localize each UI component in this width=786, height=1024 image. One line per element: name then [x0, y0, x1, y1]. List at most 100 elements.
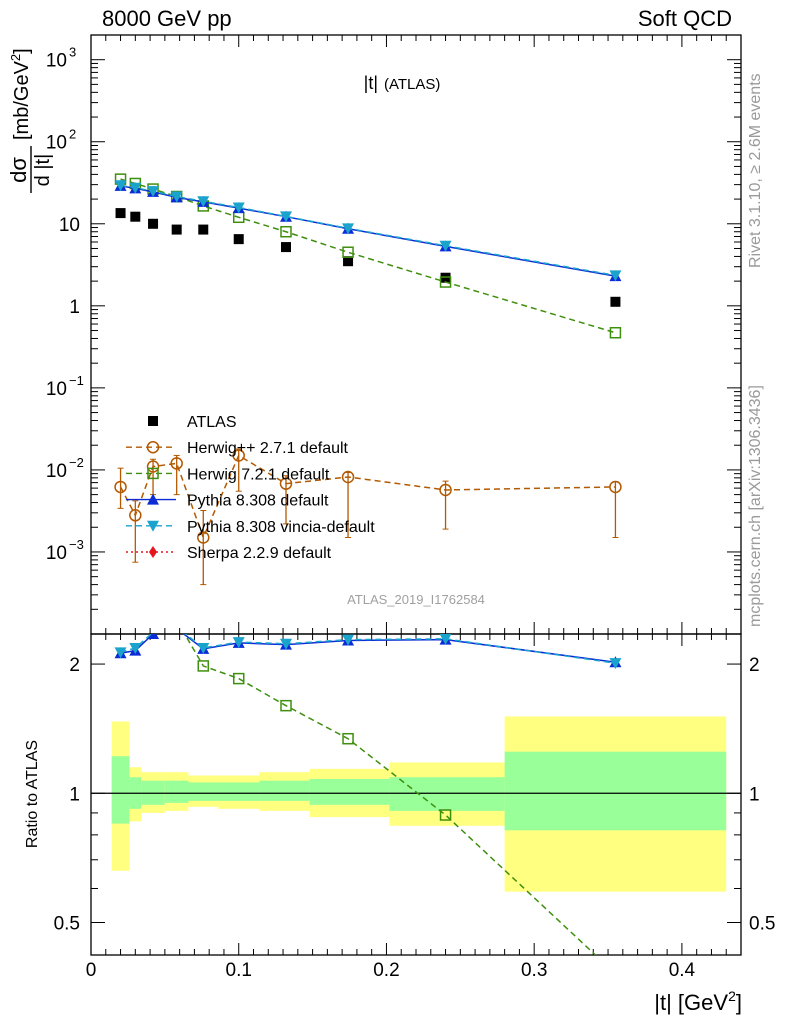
data-point	[609, 326, 622, 339]
y-tick-label: 10	[59, 215, 80, 236]
legend-label: Sherpa 2.2.9 default	[187, 545, 332, 562]
band-inner-7	[309, 778, 390, 805]
data-point	[146, 460, 160, 473]
data-point	[610, 296, 621, 307]
data-point	[197, 531, 210, 544]
data-point	[148, 218, 159, 229]
y-tick-label: 10	[46, 461, 67, 482]
legend: ATLAS Herwig++ 2.7.1 default Herwig 7.2.1 …	[126, 414, 375, 562]
ratio-point	[439, 634, 452, 645]
band-inner-5	[218, 782, 260, 801]
process-label: Soft QCD	[637, 6, 732, 31]
data-point	[280, 225, 292, 238]
chart-title-sub: (ATLAS)	[384, 76, 440, 93]
ratio-series-2	[183, 634, 597, 955]
ratio-point	[439, 809, 452, 821]
x-axis-label: |t| [GeV2]	[654, 988, 742, 1015]
ratio-line	[183, 634, 597, 955]
legend-entry-1: Herwig++ 2.7.1 default	[126, 440, 349, 457]
legend-label: ATLAS	[187, 414, 237, 431]
legend-label: Pythia 8.308 default	[187, 493, 329, 510]
ratio-point	[342, 732, 354, 745]
series-layer	[114, 173, 622, 586]
x-tick-label: 0.2	[373, 960, 399, 981]
y-tick-exponent: 2	[69, 127, 76, 142]
y-tick-label: 10	[46, 543, 67, 564]
x-tick-label: 0.4	[669, 960, 696, 981]
chart-title: |t|	[364, 73, 378, 93]
ratio-line	[120, 634, 616, 663]
ratio-point	[232, 672, 245, 685]
ratio-tick-label-right: 1	[749, 784, 760, 805]
legend-entry-5: Sherpa 2.2.9 default	[126, 545, 332, 562]
y-tick-exponent: 3	[69, 45, 76, 60]
ratio-series-4	[114, 634, 622, 670]
y-label-unit: [mb/GeV2]	[8, 48, 33, 140]
data-point	[439, 276, 452, 288]
y-tick-exponent: −3	[69, 537, 84, 552]
data-point	[342, 246, 354, 258]
data-point	[609, 480, 622, 494]
y-tick-label: 10	[46, 133, 67, 154]
ratio-line	[120, 634, 616, 664]
ratio-tick-label-left: 0.5	[54, 913, 80, 934]
ratio-point	[197, 660, 210, 672]
mcplots-source-label: mcplots.cern.ch [arXiv:1306.3436]	[747, 385, 764, 627]
data-point	[147, 186, 160, 198]
ratio-point	[280, 638, 292, 650]
series-4	[114, 180, 622, 282]
ratio-point	[114, 647, 127, 659]
ratio-tick-label-right: 2	[749, 655, 760, 676]
data-point	[343, 256, 354, 267]
collision-label: 8000 GeV pp	[102, 6, 232, 31]
y-axis-label: dσ d |t| [mb/GeV2]	[6, 48, 54, 193]
data-point	[129, 182, 142, 194]
series-1	[114, 448, 622, 586]
ratio-point	[280, 699, 292, 712]
y-tick-exponent: −1	[69, 373, 84, 388]
y-tick-label: 10	[46, 379, 67, 400]
x-tick-label: 0	[86, 960, 97, 981]
legend-marker	[147, 467, 159, 480]
x-tick-label: 0.1	[226, 960, 252, 981]
uncertainty-bands	[91, 716, 741, 892]
legend-marker	[147, 520, 159, 532]
ratio-point	[609, 658, 622, 670]
ratio-tick-label-right: 0.5	[749, 913, 775, 934]
y-tick-exponent: −2	[69, 455, 84, 470]
data-point	[232, 449, 245, 462]
analysis-label: ATLAS_2019_I1762584	[347, 592, 485, 607]
ratio-point	[342, 634, 355, 646]
ratio-point	[129, 642, 142, 654]
data-point	[232, 202, 245, 214]
legend-marker	[149, 546, 157, 558]
data-point	[197, 196, 210, 208]
legend-marker	[148, 416, 158, 426]
legend-marker	[146, 440, 160, 454]
data-point	[279, 477, 293, 490]
legend-entry-3: Pythia 8.308 default	[126, 493, 329, 510]
rivet-version-label: Rivet 3.1.10, ≥ 2.6M events	[747, 73, 764, 268]
series-3	[114, 179, 622, 282]
series-line	[120, 184, 616, 277]
y-tick-label: 1	[69, 297, 80, 318]
band-inner-9	[504, 751, 727, 831]
data-point	[439, 483, 452, 497]
y-label-numerator: dσ	[6, 157, 31, 183]
data-point	[170, 457, 183, 470]
legend-label: Pythia 8.308 vincia-default	[187, 519, 375, 536]
legend-entry-4: Pythia 8.308 vincia-default	[126, 519, 375, 536]
data-point	[115, 208, 126, 219]
legend-entry-2: Herwig 7.2.1 default	[126, 466, 330, 483]
data-point	[170, 191, 183, 203]
x-tick-label: 0.3	[521, 960, 547, 981]
data-point	[280, 211, 292, 223]
data-point	[114, 180, 127, 192]
data-point	[342, 223, 355, 235]
band-inner-6	[259, 780, 310, 801]
series-line	[119, 454, 616, 540]
ratio-point	[232, 637, 245, 649]
series-0	[115, 208, 621, 307]
